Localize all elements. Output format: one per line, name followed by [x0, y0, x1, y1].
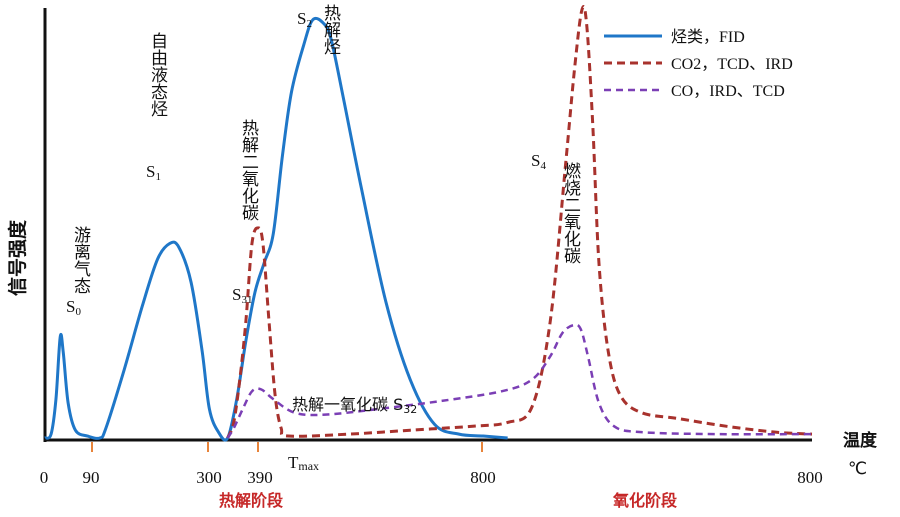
- legend: 烃类，FID CO2，TCD、IRD CO，IRD、TCD: [604, 28, 793, 100]
- tick-label-800a: 800: [470, 468, 496, 487]
- series-layer: [44, 5, 813, 442]
- x-axis-label-line2: ℃: [848, 459, 867, 479]
- tick-label-300: 300: [196, 468, 222, 487]
- stage-label-pyrolysis: 热解阶段: [219, 491, 284, 510]
- peak-label-s1: S1: [146, 162, 161, 183]
- y-axis-label: 信号强度: [6, 219, 29, 296]
- annotation-combustion-co2: 燃烧二氧化碳: [560, 162, 581, 264]
- annotations: S0 S1 S2 S31 S4 游离气态 自由液态烃 热解烃 热解二氧化碳 燃烧…: [66, 4, 581, 416]
- annotation-free-liquid: 自由液态烃: [147, 32, 168, 117]
- tmax-sub: max: [298, 459, 319, 473]
- tick-label-390: 390: [247, 468, 273, 487]
- peak-label-s4: S4: [531, 151, 546, 172]
- tick-label-90: 90: [83, 468, 100, 487]
- tick-marks: [91, 442, 483, 452]
- legend-label-co: CO，IRD、TCD: [671, 83, 785, 100]
- annotation-pyrolysis-hc: 热解烃: [320, 4, 341, 55]
- series-line-hc: [44, 16, 508, 442]
- annotation-pyrolysis-co: 热解一氧化碳 S32: [292, 395, 417, 416]
- peak-label-s2: S2: [297, 9, 312, 30]
- tick-label-0: 0: [40, 468, 49, 487]
- annotation-pyrolysis-co2: 热解二氧化碳: [238, 119, 259, 221]
- peak-label-s0: S0: [66, 297, 81, 318]
- stage-label-oxidation: 氧化阶段: [612, 491, 678, 510]
- annotation-free-gas: 游离气态: [70, 226, 91, 294]
- tmax-label: Tmax: [288, 453, 319, 473]
- tmax-main: T: [288, 453, 299, 472]
- series-line-co2: [226, 5, 813, 439]
- peak-label-s31: S31: [232, 285, 252, 306]
- series-line-co: [226, 323, 813, 439]
- tick-label-800b: 800: [797, 468, 823, 487]
- x-axis-label-line1: 温度: [843, 430, 878, 451]
- legend-label-co2: CO2，TCD、IRD: [671, 56, 793, 73]
- legend-label-hc: 烃类，FID: [671, 28, 745, 46]
